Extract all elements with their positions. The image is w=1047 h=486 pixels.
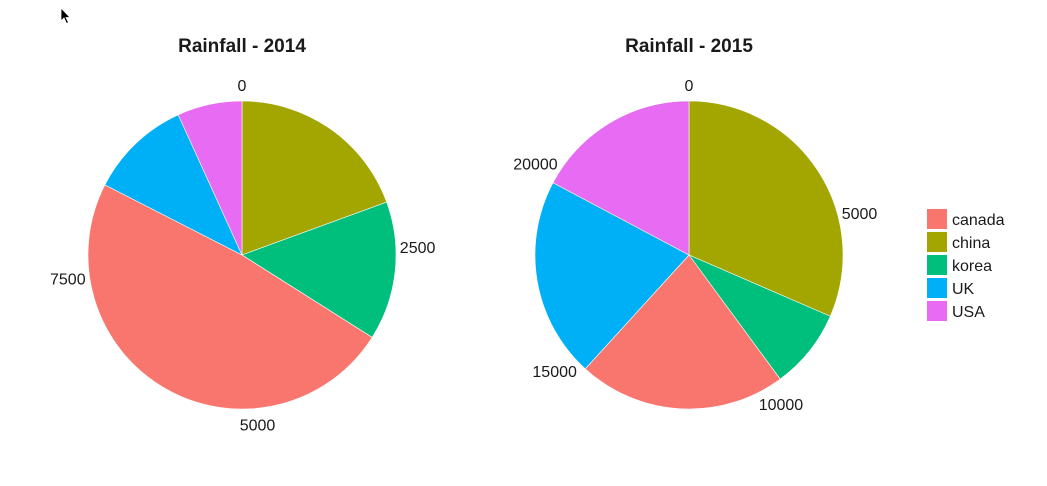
tick-label: 5000 [842, 206, 878, 223]
tick-label: 7500 [50, 271, 86, 288]
legend-label-korea: korea [952, 258, 992, 275]
legend-swatch-china [927, 232, 947, 252]
legend-label-usa: USA [952, 304, 985, 321]
pie-chart-2015: Rainfall - 2015 0 5000 10000 15000 20000 [513, 36, 877, 414]
legend-label-uk: UK [952, 281, 975, 298]
legend: canada china korea UK USA [927, 209, 1005, 321]
tick-label: 0 [685, 78, 694, 95]
legend-swatch-uk [927, 278, 947, 298]
legend-swatch-korea [927, 255, 947, 275]
pie-slice-canada [87, 184, 373, 410]
pie-slice-uk [104, 114, 243, 256]
legend-swatch-usa [927, 301, 947, 321]
tick-label: 15000 [532, 364, 577, 381]
pie-chart-2014: Rainfall - 2014 0 2500 5000 7500 [50, 36, 435, 434]
pie-slice-uk [534, 182, 690, 370]
legend-label-canada: canada [952, 212, 1005, 229]
pie-slice-usa [552, 100, 690, 256]
chart-title: Rainfall - 2014 [178, 36, 306, 57]
pie-slice-usa [177, 100, 243, 256]
legend-label-china: china [952, 235, 990, 252]
pie-slice-china [688, 100, 844, 317]
tick-label: 2500 [400, 240, 436, 257]
pie-slice-canada [584, 254, 781, 410]
chart-title: Rainfall - 2015 [625, 36, 753, 57]
tick-label: 10000 [759, 397, 804, 414]
pie-slice-china [241, 100, 388, 256]
pie-slice-korea [241, 201, 397, 338]
mouse-cursor-icon [60, 7, 71, 25]
legend-swatch-canada [927, 209, 947, 229]
tick-label: 20000 [513, 157, 558, 174]
tick-label: 0 [238, 78, 247, 95]
tick-label: 5000 [240, 417, 276, 434]
